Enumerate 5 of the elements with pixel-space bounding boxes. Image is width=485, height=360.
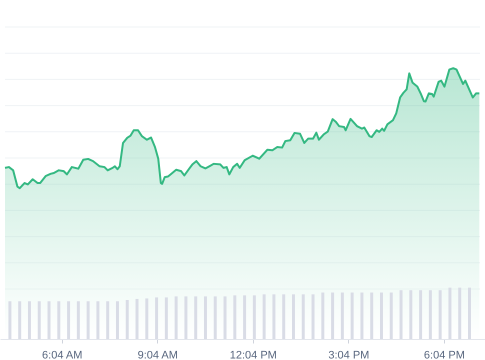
x-tick-label: 12:04 PM [230,350,277,360]
x-tick-label: 9:04 AM [138,350,178,360]
x-tick-label: 6:04 AM [42,350,82,360]
x-tick-label: 6:04 PM [424,350,465,360]
x-tick-label: 3:04 PM [328,350,370,360]
